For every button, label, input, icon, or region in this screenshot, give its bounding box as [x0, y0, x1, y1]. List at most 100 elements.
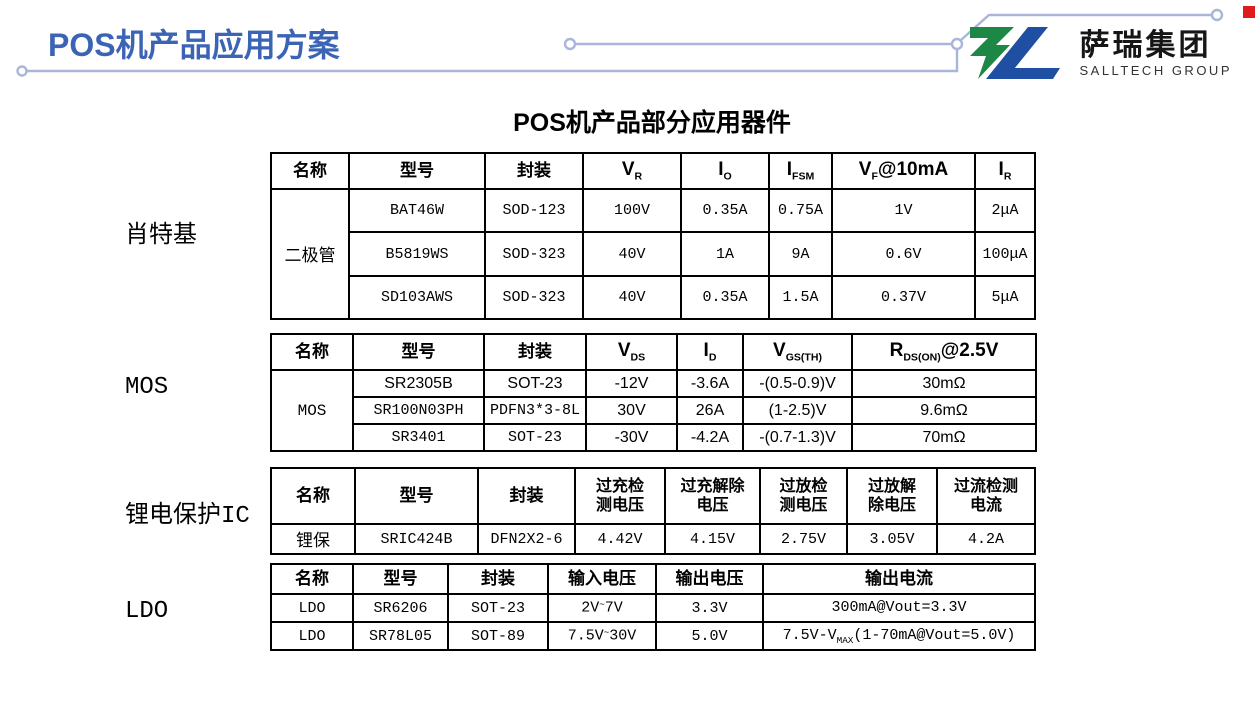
col-header: 输出电压	[655, 563, 764, 595]
data-cell: 0.75A	[768, 188, 833, 233]
data-cell: SR100N03PH	[352, 396, 485, 425]
data-cell: SOT-23	[447, 593, 549, 623]
data-cell: -3.6A	[676, 369, 744, 398]
col-header: VDS	[585, 333, 678, 371]
col-header: 封装	[447, 563, 549, 595]
col-header: IFSM	[768, 152, 833, 190]
data-cell: 0.35A	[680, 275, 770, 320]
logo-name-en: SALLTECH GROUP	[1079, 62, 1232, 78]
data-cell: SOD-323	[484, 231, 584, 277]
col-header: 过充检 测电压	[574, 467, 666, 525]
company-logo: 萨瑞集团 SALLTECH GROUP	[966, 24, 1232, 82]
data-cell: DFN2X2-6	[477, 523, 576, 555]
data-cell: 4.15V	[664, 523, 761, 555]
data-cell: 30mΩ	[851, 369, 1037, 398]
data-cell: 300mA@Vout=3.3V	[762, 593, 1036, 623]
data-cell: -30V	[585, 423, 678, 452]
page-title: POS机产品应用方案	[48, 27, 340, 63]
table-row: SR100N03PH PDFN3*3-8L 30V 26A (1-2.5)V 9…	[271, 396, 1037, 425]
data-cell: SD103AWS	[348, 275, 486, 320]
data-cell: 9A	[768, 231, 833, 277]
data-cell: 2.75V	[759, 523, 848, 555]
col-header: 型号	[348, 152, 486, 190]
data-cell: 0.37V	[831, 275, 976, 320]
table-row: B5819WS SOD-323 40V 1A 9A 0.6V 100μA	[271, 231, 1036, 277]
col-header: ID	[676, 333, 744, 371]
col-header: 过流检测 电流	[936, 467, 1036, 525]
data-cell: 2μA	[974, 188, 1036, 233]
col-header: 名称	[270, 152, 350, 190]
data-cell: 100μA	[974, 231, 1036, 277]
col-header: 过放检 测电压	[759, 467, 848, 525]
content-title: POS机产品部分应用器件	[513, 109, 791, 137]
data-cell: 4.2A	[936, 523, 1036, 555]
table-row: 二极管 BAT46W SOD-123 100V 0.35A 0.75A 1V 2…	[270, 188, 1036, 320]
data-cell: SR3401	[352, 423, 485, 452]
data-cell: -(0.5-0.9)V	[742, 369, 853, 398]
data-cell: (1-2.5)V	[742, 396, 853, 425]
data-cell: SOT-89	[447, 621, 549, 651]
table-row: 锂保 SRIC424B DFN2X2-6 4.42V 4.15V 2.75V 3…	[270, 523, 1036, 555]
section-label-liion-protection: 锂电保护IC	[125, 503, 250, 530]
table-row: SR3401 SOT-23 -30V -4.2A -(0.7-1.3)V 70m…	[271, 423, 1037, 452]
col-header: IR	[974, 152, 1036, 190]
data-cell: BAT46W	[348, 188, 486, 233]
data-cell: 3.05V	[846, 523, 938, 555]
col-header: 名称	[270, 563, 354, 595]
col-header: IO	[680, 152, 770, 190]
data-cell: SOD-323	[484, 275, 584, 320]
data-cell: 0.6V	[831, 231, 976, 277]
col-header: 过放解 除电压	[846, 467, 938, 525]
ldo-header-row: 名称 型号 封装 输入电压 输出电压 输出电流	[270, 563, 1036, 595]
table-row: LDO SR6206 SOT-23 2V~7V 3.3V 300mA@Vout=…	[270, 593, 1036, 623]
section-label-ldo: LDO	[125, 598, 169, 625]
data-cell: 锂保	[270, 523, 356, 555]
data-cell: SOT-23	[483, 369, 587, 398]
logo-name-cn: 萨瑞集团	[1079, 28, 1212, 62]
logo-text: 萨瑞集团 SALLTECH GROUP	[1079, 29, 1232, 78]
data-cell: 7.5V~30V	[547, 621, 657, 651]
col-header: VF@10mA	[831, 152, 976, 190]
data-cell: 5μA	[974, 275, 1036, 320]
data-cell: -4.2A	[676, 423, 744, 452]
data-cell: 40V	[582, 275, 682, 320]
liion-header-row: 名称 型号 封装 过充检 测电压 过充解除 电压 过放检 测电压 过放解 除电压 过流检…	[270, 467, 1036, 525]
data-cell: B5819WS	[348, 231, 486, 277]
col-header: 封装	[483, 333, 587, 371]
logo-mark-icon	[970, 27, 1061, 79]
col-header: RDS(ON)@2.5V	[851, 333, 1037, 371]
col-header: VR	[582, 152, 682, 190]
data-cell: 7.5V-VMAX(1-70mA@Vout=5.0V)	[762, 621, 1036, 651]
data-cell: 9.6mΩ	[851, 396, 1037, 425]
data-cell: 40V	[582, 231, 682, 277]
table-row: SD103AWS SOD-323 40V 0.35A 1.5A 0.37V 5μ…	[271, 275, 1036, 320]
col-header: 输出电流	[762, 563, 1036, 595]
data-cell: SR78L05	[352, 621, 449, 651]
table-row: MOS SR2305B SOT-23 -12V -3.6A -(0.5-0.9)…	[270, 369, 1037, 452]
col-header: 过充解除 电压	[664, 467, 761, 525]
group-cell: MOS	[270, 369, 354, 452]
data-cell: PDFN3*3-8L	[483, 396, 587, 425]
mos-table: 名称 型号 封装 VDS ID VGS(TH) RDS(ON)@2.5V MOS…	[270, 333, 1037, 452]
data-cell: 0.35A	[680, 188, 770, 233]
col-header: VGS(TH)	[742, 333, 853, 371]
mos-header-row: 名称 型号 封装 VDS ID VGS(TH) RDS(ON)@2.5V	[270, 333, 1037, 371]
data-cell: LDO	[270, 621, 354, 651]
data-cell: 100V	[582, 188, 682, 233]
col-header: 型号	[352, 333, 485, 371]
data-cell: 30V	[585, 396, 678, 425]
corner-red-badge	[1243, 6, 1255, 18]
data-cell: -(0.7-1.3)V	[742, 423, 853, 452]
schottky-header-row: 名称 型号 封装 VR IO IFSM VF@10mA IR	[270, 152, 1036, 190]
section-label-schottky: 肖特基	[125, 223, 197, 250]
data-cell: 1A	[680, 231, 770, 277]
data-cell: LDO	[270, 593, 354, 623]
col-header: 封装	[477, 467, 576, 525]
data-cell: 5.0V	[655, 621, 764, 651]
section-label-mos: MOS	[125, 374, 169, 401]
col-header: 封装	[484, 152, 584, 190]
col-header: 输入电压	[547, 563, 657, 595]
table-row: LDO SR78L05 SOT-89 7.5V~30V 5.0V 7.5V-VM…	[270, 621, 1036, 651]
data-cell: -12V	[585, 369, 678, 398]
